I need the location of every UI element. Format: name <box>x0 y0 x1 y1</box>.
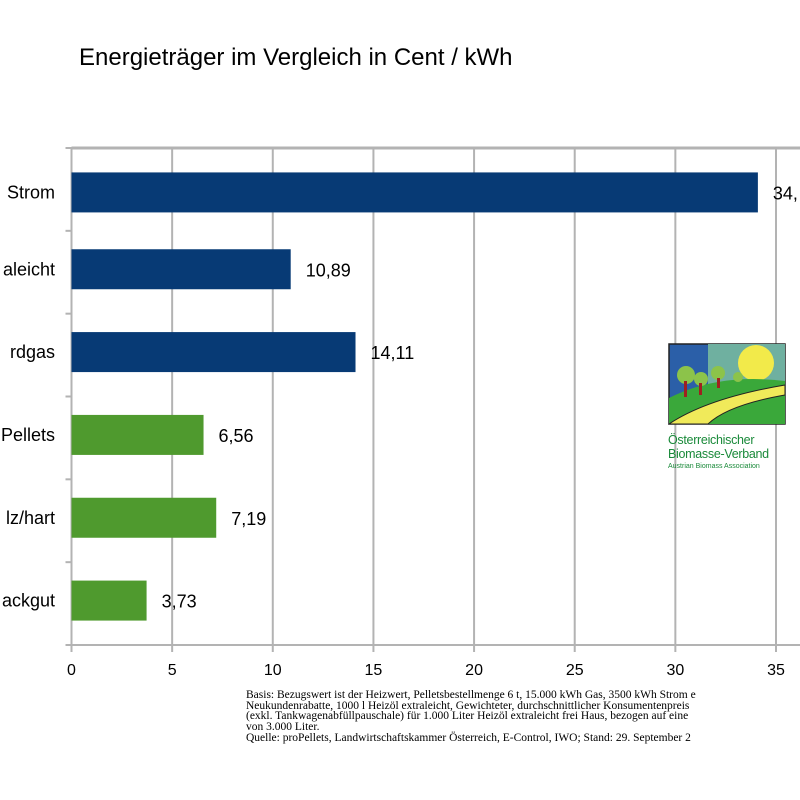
x-tick-label: 15 <box>365 662 383 679</box>
category-label: ackgut <box>2 591 55 611</box>
bar <box>71 172 758 213</box>
logo-line2: Biomasse-Verband <box>668 447 769 461</box>
footnote-line: Neukundenrabatte, 1000 l Heizöl extralei… <box>246 699 690 712</box>
logo-line1: Österreichischer <box>668 433 755 447</box>
footnote: Basis: Bezugswert ist der Heizwert, Pell… <box>246 690 696 744</box>
category-label: lz/hart <box>6 508 55 528</box>
data-label: 6,56 <box>219 426 254 446</box>
x-tick-label: 0 <box>67 662 76 679</box>
chart-title: Energieträger im Vergleich in Cent / kWh <box>79 44 513 71</box>
footnote-line: von 3.000 Liter. <box>246 720 320 733</box>
category-label: aleicht <box>3 259 55 279</box>
x-tick-label: 5 <box>168 662 177 679</box>
category-label: Strom <box>7 182 55 202</box>
bar-chart: 0 5 10 15 20 25 30 35 Strom 34, aleicht 10,89 rdgas 1… <box>1 146 800 679</box>
logo-line3: Austrian Biomass Association <box>668 463 760 470</box>
data-label: 3,73 <box>162 592 197 612</box>
bar <box>71 497 217 538</box>
x-tick-label: 30 <box>666 662 684 679</box>
data-label: 10,89 <box>306 260 351 280</box>
bar <box>71 414 204 455</box>
category-label: rdgas <box>10 342 55 362</box>
category-label: Pellets <box>1 425 55 445</box>
data-label: 34, <box>773 183 798 203</box>
bar <box>71 332 356 373</box>
footnote-line: Quelle: proPellets, Landwirtschaftskamme… <box>246 732 691 744</box>
x-tick-label: 10 <box>264 662 282 679</box>
footnote-line: (exkl. Tankwagenabfüllpauschale) für 1.0… <box>246 710 689 722</box>
x-tick-label: 25 <box>566 662 584 679</box>
bar <box>71 580 147 621</box>
biomasse-verband-logo: Österreichischer Biomasse-Verband Austri… <box>667 343 788 470</box>
data-label: 14,11 <box>371 343 415 363</box>
data-label: 7,19 <box>231 509 266 529</box>
bar <box>71 249 291 290</box>
footnote-line: Basis: Bezugswert ist der Heizwert, Pell… <box>246 689 696 701</box>
x-tick-label: 35 <box>767 662 785 679</box>
landscape-logo-image <box>667 343 786 425</box>
x-tick-label: 20 <box>465 662 483 679</box>
